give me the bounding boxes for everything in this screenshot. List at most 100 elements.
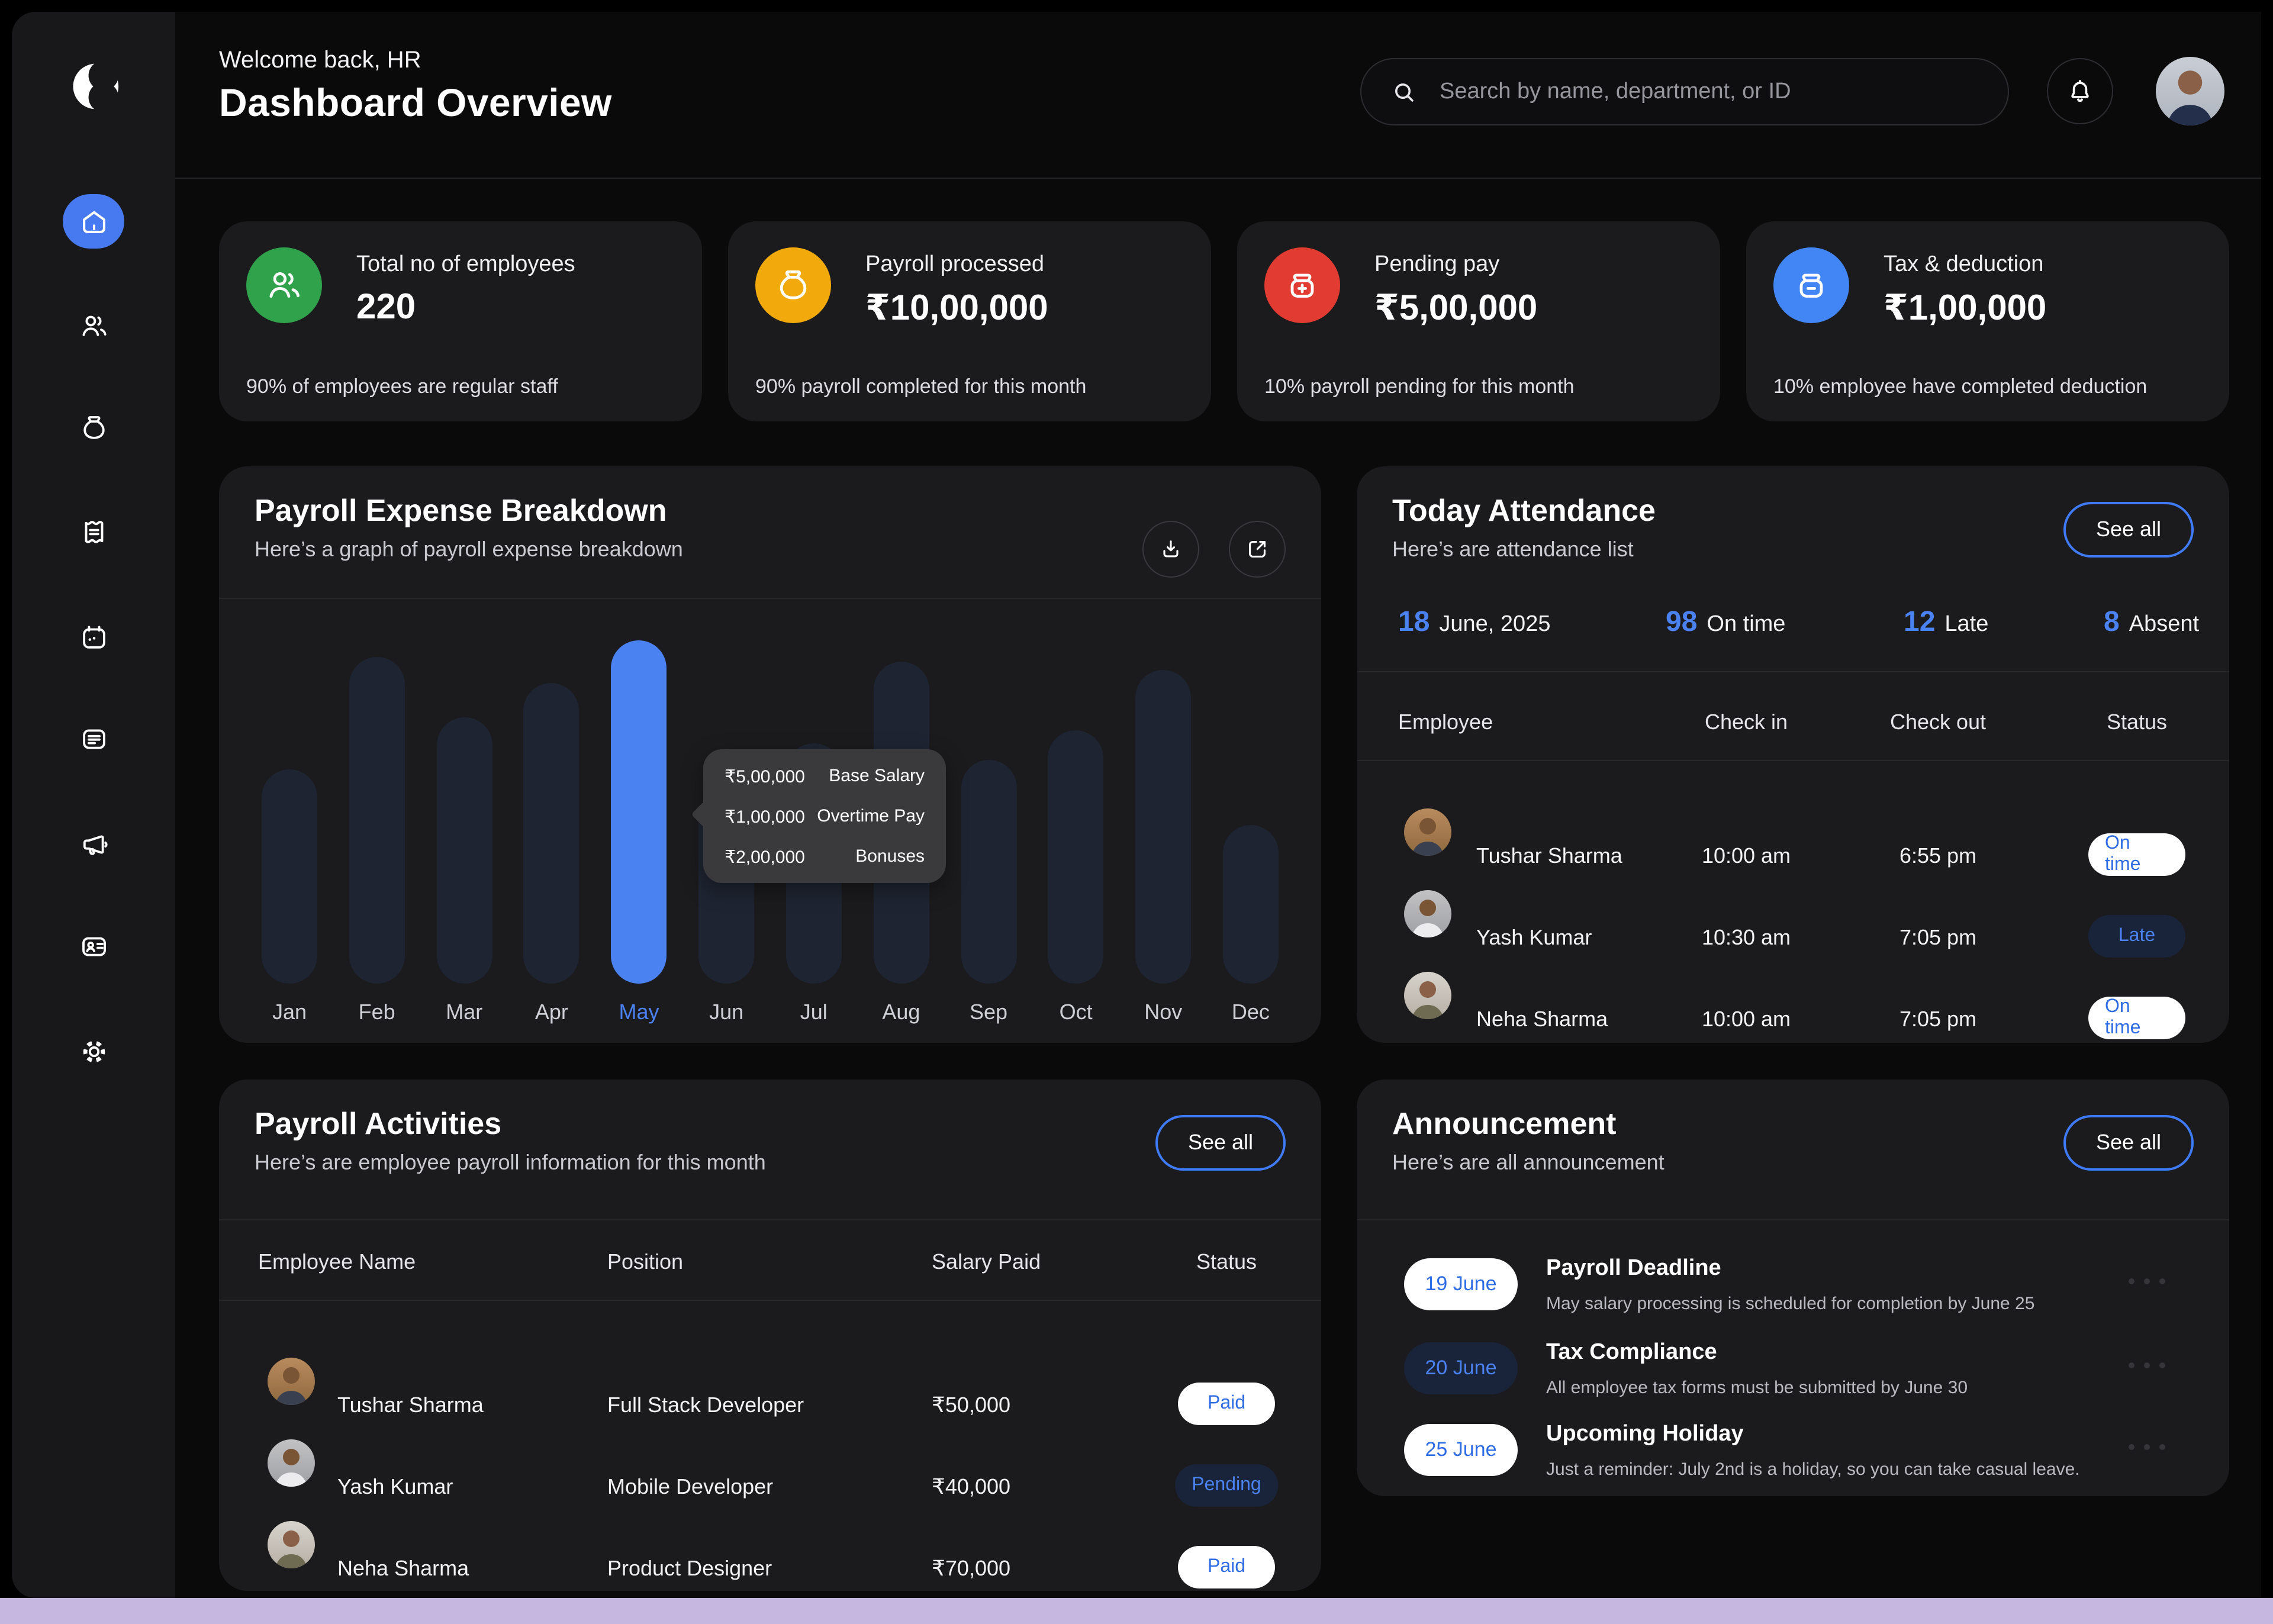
stat-label: Pending pay bbox=[1374, 252, 1500, 277]
announcement-item-description: May salary processing is scheduled for c… bbox=[1546, 1294, 2035, 1314]
user-avatar[interactable] bbox=[2156, 57, 2224, 125]
sidebar-item-announcements[interactable] bbox=[63, 817, 124, 871]
bar-sep[interactable] bbox=[961, 760, 1016, 984]
bar-jan[interactable] bbox=[262, 769, 317, 984]
search-input[interactable] bbox=[1437, 78, 1939, 106]
page-title: Dashboard Overview bbox=[219, 80, 612, 124]
bar-may[interactable] bbox=[611, 640, 667, 984]
employee-avatar bbox=[268, 1521, 315, 1568]
month-label-jan: Jan bbox=[272, 1000, 307, 1024]
month-label-dec: Dec bbox=[1231, 1000, 1270, 1024]
announcement-item-description: All employee tax forms must be submitted… bbox=[1546, 1378, 1968, 1398]
stat-footnote: 10% employee have completed deduction bbox=[1773, 375, 2148, 398]
month-label-jul: Jul bbox=[800, 1000, 828, 1024]
stat-label: Tax & deduction bbox=[1884, 252, 2044, 277]
stat-card-pending-pay: Pending pay ₹5,00,000 10% payroll pendin… bbox=[1237, 221, 1720, 421]
calendar-icon bbox=[82, 625, 105, 648]
external-link-icon bbox=[1248, 540, 1266, 558]
bar-column-oct[interactable]: Oct bbox=[1048, 730, 1104, 1026]
download-button[interactable] bbox=[1142, 521, 1199, 578]
stat-footnote: 90% payroll completed for this month bbox=[755, 375, 1087, 398]
check-out-time: 7:05 pm bbox=[1899, 926, 1977, 949]
month-label-apr: Apr bbox=[535, 1000, 568, 1024]
check-out-time: 6:55 pm bbox=[1899, 844, 1977, 868]
chart-subtitle: Here’s a graph of payroll expense breakd… bbox=[255, 537, 683, 561]
employee-name: Tushar Sharma bbox=[1476, 844, 1622, 868]
bar-column-may[interactable]: May bbox=[611, 640, 667, 1026]
month-label-sep: Sep bbox=[969, 1000, 1008, 1024]
document-icon bbox=[82, 729, 105, 749]
app-window: Welcome back, HR Dashboard Overview Tota… bbox=[12, 12, 2261, 1598]
bar-column-dec[interactable]: Dec bbox=[1222, 825, 1279, 1026]
attendance-title: Today Attendance bbox=[1392, 492, 1656, 528]
more-options-icon[interactable] bbox=[2129, 1278, 2165, 1284]
bar-mar[interactable] bbox=[436, 717, 492, 984]
position: Mobile Developer bbox=[607, 1475, 774, 1499]
gear-icon bbox=[82, 1040, 105, 1062]
tooltip-label: Overtime Pay bbox=[817, 806, 925, 826]
month-label-feb: Feb bbox=[358, 1000, 395, 1024]
bar-oct[interactable] bbox=[1048, 730, 1104, 984]
bar-feb[interactable] bbox=[349, 657, 405, 984]
sidebar-item-receipts[interactable] bbox=[63, 504, 124, 559]
chart-tooltip: ₹5,00,000 Base Salary ₹1,00,000 Overtime P… bbox=[703, 749, 946, 883]
open-external-button[interactable] bbox=[1229, 521, 1286, 578]
bar-column-apr[interactable]: Apr bbox=[523, 683, 579, 1026]
attendance-date: 18 June, 2025 bbox=[1398, 606, 1551, 638]
column-header-status: Status bbox=[2106, 710, 2168, 734]
receipt-icon bbox=[84, 520, 103, 543]
notifications-button[interactable] bbox=[2047, 58, 2113, 124]
sidebar-item-id-card[interactable] bbox=[63, 919, 124, 973]
announcement-item-title: Tax Compliance bbox=[1546, 1340, 1717, 1365]
sidebar-item-payroll[interactable] bbox=[63, 400, 124, 455]
stat-footnote: 10% payroll pending for this month bbox=[1264, 375, 1575, 398]
employees-icon bbox=[246, 247, 322, 323]
more-options-icon[interactable] bbox=[2129, 1444, 2165, 1450]
month-label-aug: Aug bbox=[882, 1000, 920, 1024]
welcome-text: Welcome back, HR bbox=[219, 47, 421, 73]
column-header-check-in: Check in bbox=[1704, 710, 1788, 734]
avatar-silhouette bbox=[2166, 70, 2214, 125]
attendance-see-all-button[interactable]: See all bbox=[2063, 502, 2194, 558]
payroll-see-all-button[interactable]: See all bbox=[1155, 1115, 1286, 1171]
column-header-check-out: Check out bbox=[1889, 710, 1987, 734]
tooltip-value: ₹2,00,000 bbox=[725, 848, 805, 868]
sidebar-item-settings[interactable] bbox=[63, 1024, 124, 1078]
announcement-see-all-button[interactable]: See all bbox=[2063, 1115, 2194, 1171]
bar-apr[interactable] bbox=[523, 683, 579, 984]
employee-avatar bbox=[1404, 890, 1451, 937]
announcement-date-badge: 20 June bbox=[1404, 1342, 1518, 1394]
bell-icon bbox=[2071, 80, 2089, 102]
bar-column-sep[interactable]: Sep bbox=[961, 760, 1016, 1026]
tooltip-value: ₹1,00,000 bbox=[725, 807, 805, 827]
status-badge: On time bbox=[2088, 997, 2185, 1039]
sidebar-item-employees[interactable] bbox=[63, 298, 124, 353]
sidebar-item-calendar[interactable] bbox=[63, 610, 124, 664]
tax-deduction-icon bbox=[1773, 247, 1849, 323]
column-header-position: Position bbox=[607, 1250, 684, 1274]
payroll-expense-card: Payroll Expense Breakdown Here’s a graph… bbox=[219, 466, 1321, 1043]
bar-dec[interactable] bbox=[1222, 825, 1279, 984]
payroll-activities-subtitle: Here’s are employee payroll information … bbox=[255, 1151, 766, 1174]
announcement-title: Announcement bbox=[1392, 1106, 1617, 1141]
bar-column-mar[interactable]: Mar bbox=[436, 717, 492, 1026]
sidebar-item-home[interactable] bbox=[63, 194, 124, 249]
check-out-time: 7:05 pm bbox=[1899, 1007, 1977, 1031]
bar-column-nov[interactable]: Nov bbox=[1135, 670, 1192, 1026]
money-bag-icon bbox=[755, 247, 831, 323]
search-bar[interactable] bbox=[1360, 58, 2009, 125]
announcement-subtitle: Here’s are all announcement bbox=[1392, 1151, 1664, 1174]
bar-column-feb[interactable]: Feb bbox=[349, 657, 405, 1026]
employee-name: Yash Kumar bbox=[1476, 926, 1592, 949]
bar-column-jan[interactable]: Jan bbox=[262, 769, 317, 1026]
sidebar-item-reports[interactable] bbox=[63, 711, 124, 766]
more-options-icon[interactable] bbox=[2129, 1362, 2165, 1368]
salary-paid: ₹70,000 bbox=[932, 1557, 1011, 1580]
employee-avatar bbox=[268, 1439, 315, 1487]
position: Full Stack Developer bbox=[607, 1393, 804, 1417]
bar-nov[interactable] bbox=[1135, 670, 1192, 984]
attendance-card: Today Attendance Here’s are attendance l… bbox=[1357, 466, 2229, 1043]
employee-name: Neha Sharma bbox=[337, 1557, 469, 1580]
announcement-card: Announcement Here’s are all announcement… bbox=[1357, 1080, 2229, 1496]
